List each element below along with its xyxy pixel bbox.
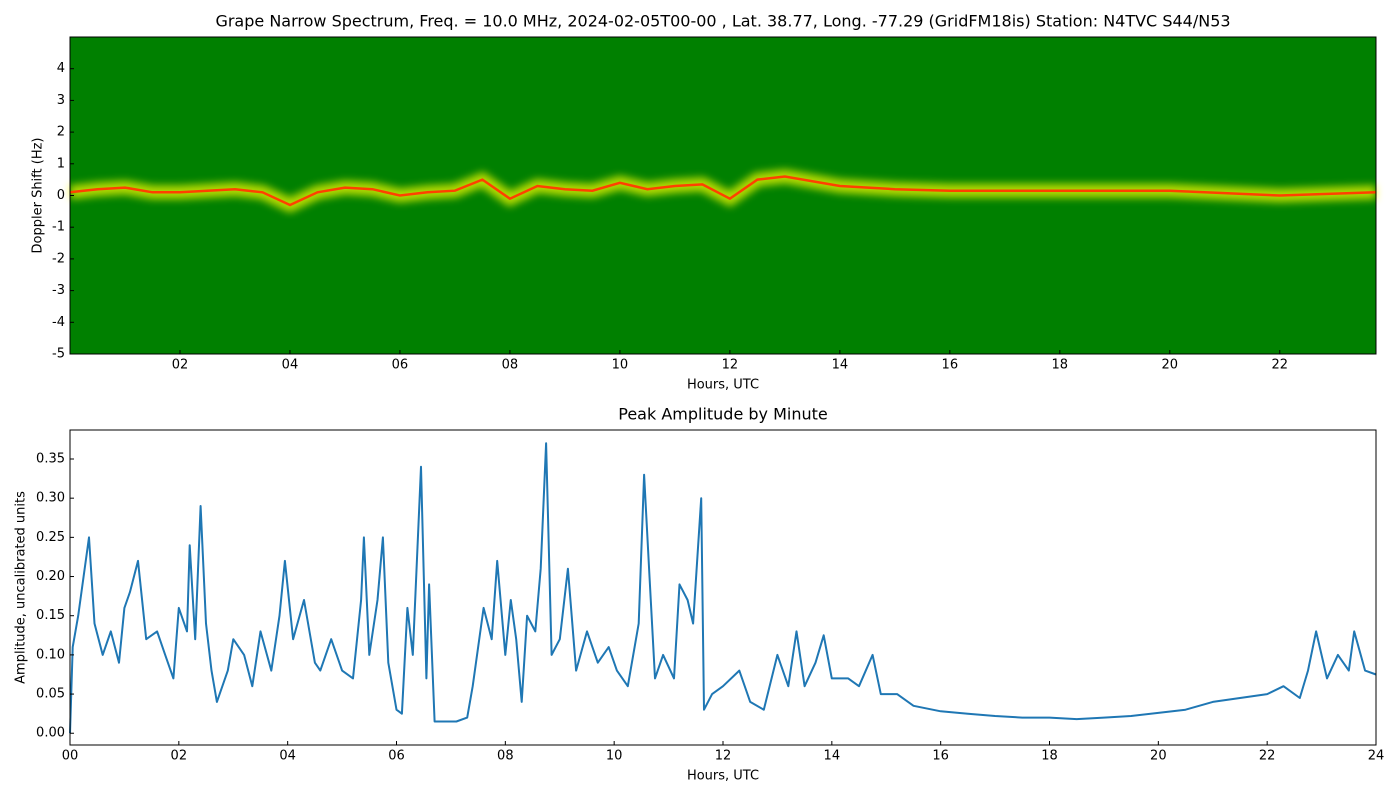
x-tick-label: 20	[1150, 749, 1167, 764]
x-tick-label: 00	[62, 749, 79, 764]
x-tick-label: 06	[392, 358, 409, 373]
x-tick-label: 12	[715, 749, 732, 764]
x-tick-label: 10	[606, 749, 623, 764]
x-tick-label: 02	[171, 749, 188, 764]
y-tick-label: 2	[57, 125, 65, 140]
y-tick-label: 0.05	[36, 687, 65, 702]
x-axis-label: Hours, UTC	[687, 378, 759, 393]
y-axis-label: Doppler Shift (Hz)	[31, 138, 46, 254]
x-tick-label: 16	[942, 358, 959, 373]
chart-title: Peak Amplitude by Minute	[618, 405, 828, 424]
y-tick-label: 0.00	[36, 726, 65, 741]
y-tick-label: -1	[52, 220, 65, 235]
y-tick-label: 4	[57, 61, 65, 76]
x-tick-label: 08	[502, 358, 519, 373]
x-axis-label: Hours, UTC	[687, 769, 759, 784]
y-tick-label: 0.20	[36, 569, 65, 584]
y-axis-label: Amplitude, uncalibrated units	[14, 491, 29, 684]
x-tick-label: 10	[612, 358, 629, 373]
y-tick-label: -4	[52, 315, 65, 330]
x-tick-label: 08	[497, 749, 514, 764]
y-tick-label: 0	[57, 188, 65, 203]
x-tick-label: 22	[1271, 358, 1288, 373]
x-tick-label: 06	[388, 749, 405, 764]
chart-title: Grape Narrow Spectrum, Freq. = 10.0 MHz,…	[215, 12, 1230, 31]
y-tick-label: 0.35	[36, 451, 65, 466]
y-tick-label: 0.25	[36, 530, 65, 545]
doppler-trace	[69, 175, 1377, 207]
y-tick-label: -5	[52, 347, 65, 362]
x-tick-label: 14	[832, 358, 849, 373]
x-tick-label: 18	[1052, 358, 1069, 373]
y-tick-label: 1	[57, 156, 65, 171]
y-tick-label: 0.15	[36, 608, 65, 623]
x-tick-label: 20	[1162, 358, 1179, 373]
y-tick-label: -3	[52, 283, 65, 298]
x-tick-label: 14	[824, 749, 841, 764]
x-tick-label: 18	[1041, 749, 1058, 764]
y-tick-label: 3	[57, 93, 65, 108]
x-tick-label: 24	[1368, 749, 1385, 764]
y-tick-label: 0.10	[36, 647, 65, 662]
x-tick-label: 04	[282, 358, 299, 373]
x-tick-label: 02	[172, 358, 189, 373]
x-tick-label: 16	[932, 749, 949, 764]
x-tick-label: 22	[1259, 749, 1276, 764]
x-tick-label: 04	[279, 749, 296, 764]
x-tick-label: 12	[722, 358, 739, 373]
y-tick-label: 0.30	[36, 491, 65, 506]
amplitude-line	[69, 442, 1377, 734]
y-tick-label: -2	[52, 251, 65, 266]
plot-frame	[69, 429, 1377, 746]
